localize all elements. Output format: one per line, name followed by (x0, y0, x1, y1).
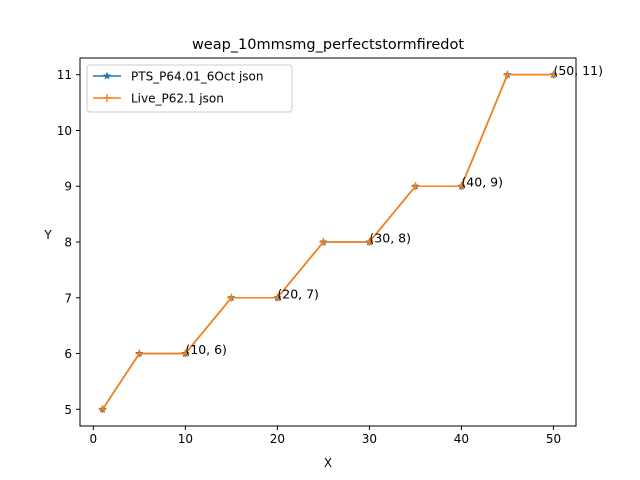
data-point (98, 405, 107, 414)
data-point (411, 182, 420, 191)
x-tick-label: 10 (178, 432, 193, 446)
x-axis-label: X (324, 456, 332, 470)
legend: PTS_P64.01_6Oct json Live_P62.1 json (86, 64, 293, 113)
y-tick-label: 6 (64, 347, 72, 361)
point-annotation: (30, 8) (369, 231, 411, 246)
x-tick-label: 30 (362, 432, 377, 446)
data-point (227, 293, 236, 302)
data-point (135, 349, 144, 358)
data-point (273, 293, 282, 302)
legend-marker (102, 71, 112, 80)
y-tick-label: 5 (64, 403, 72, 417)
y-axis: 5 6 7 8 9 10 11 (57, 68, 80, 417)
point-annotation: (40, 9) (461, 175, 503, 190)
data-point (181, 349, 190, 358)
y-axis-label: Y (43, 228, 52, 242)
legend-label: PTS_P64.01_6Oct json (131, 70, 264, 84)
data-point (457, 182, 466, 191)
data-point (319, 238, 328, 246)
data-point (549, 70, 558, 79)
legend-item: Live_P62.1 json (93, 92, 224, 106)
annotation-layer: (10, 6) (20, 7) (30, 8) (40, 9) (50, 11) (185, 63, 603, 357)
data-point (365, 238, 374, 246)
x-axis: 0 10 20 30 40 50 (90, 426, 561, 446)
series-layer (98, 70, 558, 414)
point-annotation: (10, 6) (185, 342, 227, 357)
y-tick-label: 7 (64, 291, 72, 305)
chart-title: weap_10mmsmg_perfectstormfiredot (192, 37, 464, 53)
legend-item: PTS_P64.01_6Oct json (93, 70, 264, 84)
x-tick-label: 0 (90, 432, 98, 446)
legend-box (86, 64, 293, 113)
y-tick-label: 8 (64, 236, 72, 250)
series-2 (98, 70, 558, 414)
legend-label: Live_P62.1 json (131, 92, 224, 106)
x-tick-label: 50 (546, 432, 561, 446)
legend-marker (103, 94, 111, 102)
x-tick-label: 20 (270, 432, 285, 446)
x-tick-label: 40 (454, 432, 469, 446)
y-tick-label: 11 (57, 68, 72, 82)
point-annotation: (50, 11) (553, 63, 603, 78)
data-point (503, 70, 512, 79)
y-tick-label: 9 (64, 180, 72, 194)
y-tick-label: 10 (57, 124, 72, 138)
point-annotation: (20, 7) (277, 286, 319, 301)
